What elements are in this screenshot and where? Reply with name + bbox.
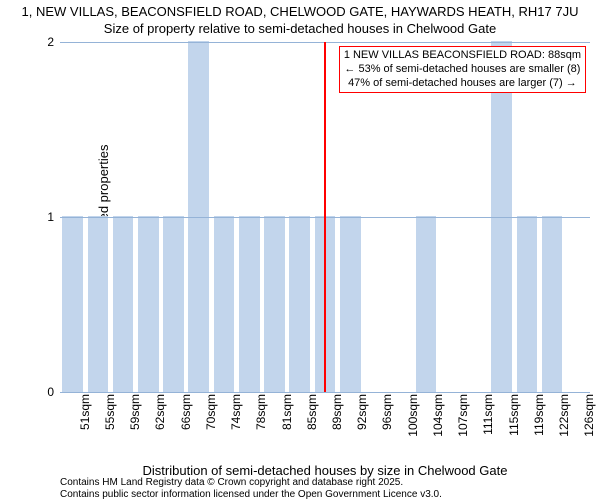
x-tick-label: 104sqm (431, 394, 445, 437)
tooltip-line-1: 1 NEW VILLAS BEACONSFIELD ROAD: 88sqm (344, 49, 581, 63)
bar (214, 216, 235, 392)
x-tick-label: 55sqm (103, 394, 117, 430)
x-tick-label: 66sqm (179, 394, 193, 430)
plot-area: 012 1 NEW VILLAS BEACONSFIELD ROAD: 88sq… (60, 42, 590, 392)
x-tick-label: 92sqm (355, 394, 369, 430)
bar (62, 216, 83, 392)
x-tick-label: 78sqm (254, 394, 268, 430)
bar (264, 216, 285, 392)
x-tick-label: 122sqm (557, 394, 571, 437)
tooltip-line-2: ← 53% of semi-detached houses are smalle… (344, 63, 581, 77)
x-tick-label: 119sqm (532, 394, 546, 436)
attribution: Contains HM Land Registry data © Crown c… (60, 477, 590, 500)
y-tick-label: 1 (47, 210, 60, 224)
bar (163, 216, 184, 392)
tooltip-line-3: 47% of semi-detached houses are larger (… (344, 77, 581, 91)
bar (517, 216, 538, 392)
x-tick-label: 126sqm (582, 394, 596, 437)
x-tick-label: 107sqm (456, 394, 470, 437)
bar (138, 216, 159, 392)
chart-title: 1, NEW VILLAS, BEACONSFIELD ROAD, CHELWO… (0, 4, 600, 19)
x-tick-label: 74sqm (229, 394, 243, 430)
x-tick-label: 96sqm (380, 394, 394, 430)
x-tick-label: 59sqm (128, 394, 142, 430)
x-tick-label: 51sqm (78, 394, 92, 430)
bar (239, 216, 260, 392)
bar (289, 216, 310, 392)
attribution-line-1: Contains HM Land Registry data © Crown c… (60, 477, 590, 489)
tooltip-box: 1 NEW VILLAS BEACONSFIELD ROAD: 88sqm ← … (339, 46, 586, 93)
y-tick-label: 0 (47, 385, 60, 399)
x-tick-label: 62sqm (153, 394, 167, 430)
x-tick-label: 81sqm (280, 394, 294, 430)
chart-subtitle: Size of property relative to semi-detach… (0, 21, 600, 36)
marker-line (324, 42, 326, 392)
x-tick-label: 85sqm (305, 394, 319, 430)
x-ticks: 51sqm 55sqm 59sqm 62sqm 66sqm 70sqm 74sqm 78sqm… (60, 394, 590, 444)
bar (340, 216, 361, 392)
chart-root: 1, NEW VILLAS, BEACONSFIELD ROAD, CHELWO… (0, 0, 600, 500)
attribution-line-2: Contains public sector information licen… (60, 489, 590, 500)
bar (113, 216, 134, 392)
x-tick-label: 89sqm (330, 394, 344, 430)
x-axis-label: Distribution of semi-detached houses by … (60, 463, 590, 478)
y-tick-label: 2 (47, 35, 60, 49)
x-tick-label: 111sqm (481, 394, 495, 435)
x-tick-label: 100sqm (406, 394, 420, 437)
bar (88, 216, 109, 392)
bar (542, 216, 563, 392)
bar (416, 216, 437, 392)
gridline (60, 392, 590, 393)
x-tick-label: 115sqm (507, 394, 521, 436)
x-tick-label: 70sqm (204, 394, 218, 430)
